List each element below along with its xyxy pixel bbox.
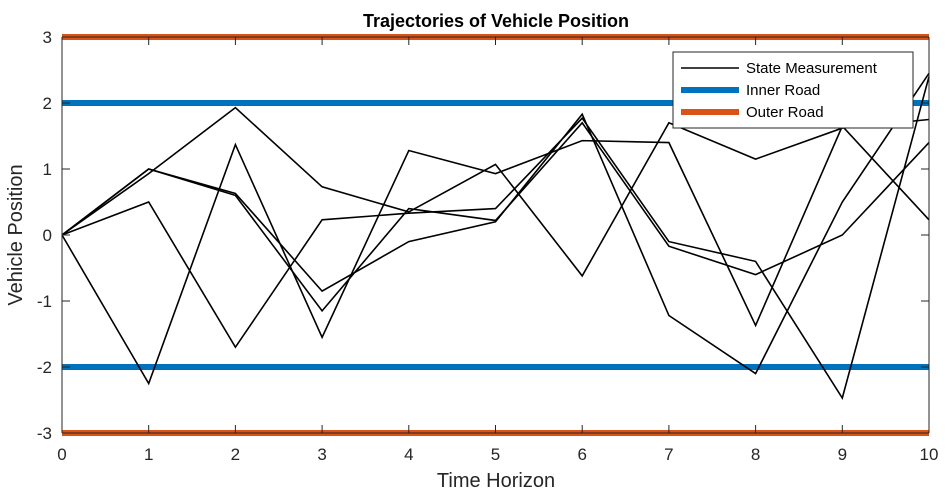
trajectory-lines <box>61 72 930 400</box>
chart-title: Trajectories of Vehicle Position <box>363 11 629 31</box>
y-tick-label-2: -1 <box>37 292 52 311</box>
y-tick-label-4: 1 <box>43 160 52 179</box>
x-axis-label: Time Horizon <box>437 470 555 492</box>
x-tick-label-4: 4 <box>404 445 413 464</box>
legend-label-0: State Measurement <box>746 60 878 77</box>
y-axis-label: Vehicle Position <box>5 164 27 305</box>
y-tick-label-3: 0 <box>43 226 52 245</box>
x-tick-label-9: 9 <box>838 445 847 464</box>
x-tick-label-2: 2 <box>231 445 240 464</box>
y-ticks: -3 -2 -1 0 1 2 3 <box>37 28 929 443</box>
legend-label-2: Outer Road <box>746 104 824 121</box>
trajectory-line-3 <box>61 106 930 278</box>
x-tick-label-3: 3 <box>317 445 326 464</box>
x-tick-label-5: 5 <box>491 445 500 464</box>
legend: State Measurement Inner Road Outer Road <box>672 51 914 129</box>
x-tick-label-6: 6 <box>577 445 586 464</box>
x-tick-label-8: 8 <box>751 445 760 464</box>
y-tick-label-6: 3 <box>43 28 52 47</box>
trajectory-line-1 <box>61 121 930 313</box>
y-tick-label-0: -3 <box>37 424 52 443</box>
trajectory-line-0 <box>61 76 930 400</box>
y-tick-label-5: 2 <box>43 94 52 113</box>
trajectory-line-4 <box>61 72 930 375</box>
y-tick-label-1: -2 <box>37 358 52 377</box>
trajectory-line-2 <box>61 124 930 386</box>
x-tick-label-1: 1 <box>144 445 153 464</box>
x-ticks: 0 1 2 3 4 5 6 7 8 9 10 <box>57 37 938 464</box>
x-tick-label-0: 0 <box>57 445 66 464</box>
legend-label-1: Inner Road <box>746 82 820 99</box>
x-tick-label-10: 10 <box>920 445 939 464</box>
x-tick-label-7: 7 <box>664 445 673 464</box>
